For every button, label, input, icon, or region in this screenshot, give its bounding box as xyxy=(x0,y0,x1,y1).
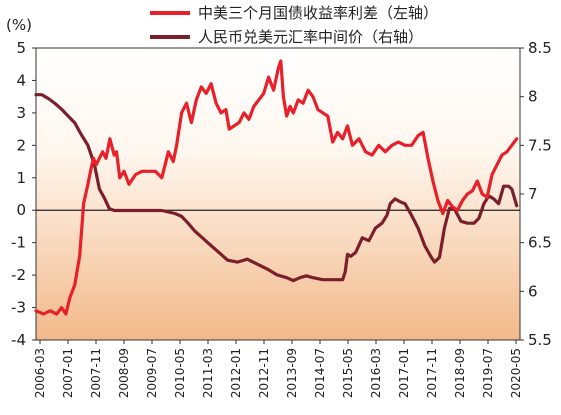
series-layer xyxy=(34,59,519,316)
x-tick-label: 2007-11 xyxy=(89,348,103,398)
x-tick-label: 2017-01 xyxy=(397,348,411,398)
right-tick-label: 7 xyxy=(528,185,538,203)
right-tick-label: 6 xyxy=(528,282,538,300)
right-axis-ticks: 8.5 8 7.5 7 6.5 6 5.5 xyxy=(520,39,552,349)
x-tick-label: 2014-07 xyxy=(313,348,327,398)
x-tick-label: 2012-01 xyxy=(229,348,243,398)
x-tick-label: 2009-07 xyxy=(145,348,159,398)
left-tick-label: 3 xyxy=(16,104,26,122)
left-tick-label: -4 xyxy=(11,331,26,349)
left-tick-label: -2 xyxy=(11,266,26,284)
right-tick-label: 6.5 xyxy=(528,234,552,252)
x-tick-label: 2018-09 xyxy=(453,348,467,398)
x-tick-label: 2016-03 xyxy=(369,348,383,398)
x-tick-label: 2010-05 xyxy=(173,348,187,398)
left-tick-label: 5 xyxy=(16,39,26,57)
x-tick-label: 2012-11 xyxy=(257,348,271,398)
x-tick-label: 2008-09 xyxy=(117,348,131,398)
left-tick-label: 4 xyxy=(16,71,26,89)
right-tick-label: 7.5 xyxy=(528,136,552,154)
right-tick-label: 8.5 xyxy=(528,39,552,57)
legend-label-fx: 人民币兑美元汇率中间价（右轴） xyxy=(198,28,423,46)
x-tick-label: 2011-03 xyxy=(201,348,215,398)
left-tick-label: 1 xyxy=(16,169,26,187)
series-line-spread xyxy=(34,59,519,316)
x-tick-label: 2013-09 xyxy=(285,348,299,398)
left-axis-label: (%) xyxy=(6,16,32,34)
right-tick-label: 8 xyxy=(528,88,538,106)
plot-background xyxy=(36,48,520,340)
x-tick-label: 2019-07 xyxy=(481,348,495,398)
left-axis-ticks: 5 4 3 2 1 0 -1 -2 -3 -4 xyxy=(11,39,36,349)
legend-label-spread: 中美三个月国债收益率利差（左轴） xyxy=(198,4,438,22)
x-tick-label: 2020-05 xyxy=(509,348,523,398)
x-tick-label: 2007-01 xyxy=(61,348,75,398)
right-tick-label: 5.5 xyxy=(528,331,552,349)
x-axis-ticks: 2006-03 2007-01 2007-11 2008-09 2009-07 2010-… xyxy=(33,340,523,398)
left-tick-label: -3 xyxy=(11,299,26,317)
left-tick-label: -1 xyxy=(11,234,26,252)
left-tick-label: 0 xyxy=(16,201,26,219)
x-tick-label: 2015-05 xyxy=(341,348,355,398)
left-tick-label: 2 xyxy=(16,136,26,154)
x-tick-label: 2017-11 xyxy=(425,348,439,398)
x-tick-label: 2006-03 xyxy=(33,348,47,398)
